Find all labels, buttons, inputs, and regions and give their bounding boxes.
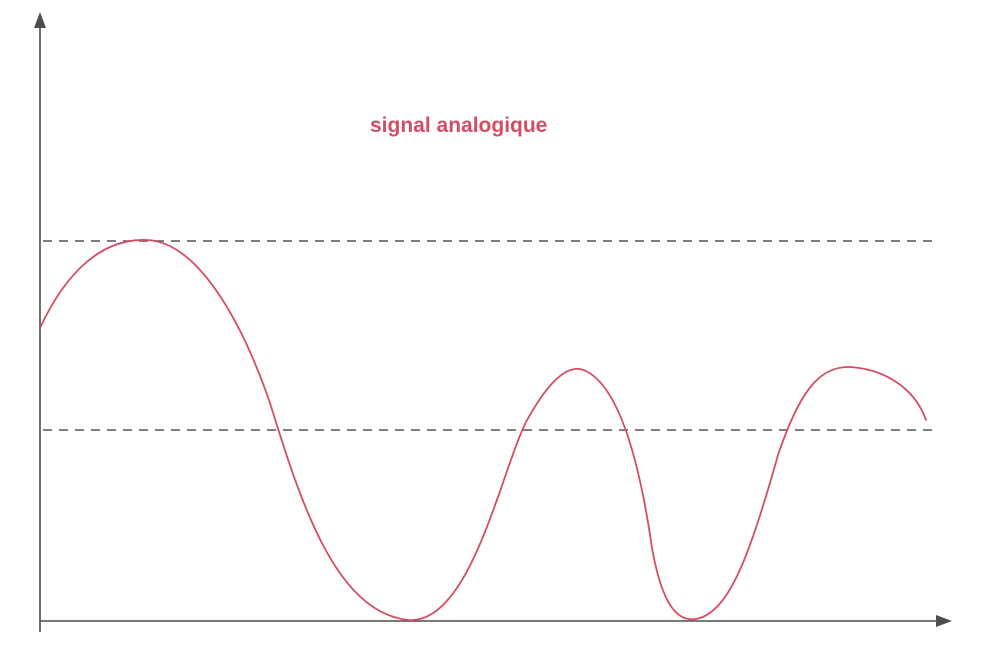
diagram-title: signal analogique xyxy=(370,114,547,137)
y-axis-arrow-icon xyxy=(34,12,46,28)
x-axis-arrow-icon xyxy=(936,615,952,627)
analog-signal-curve xyxy=(39,239,927,621)
